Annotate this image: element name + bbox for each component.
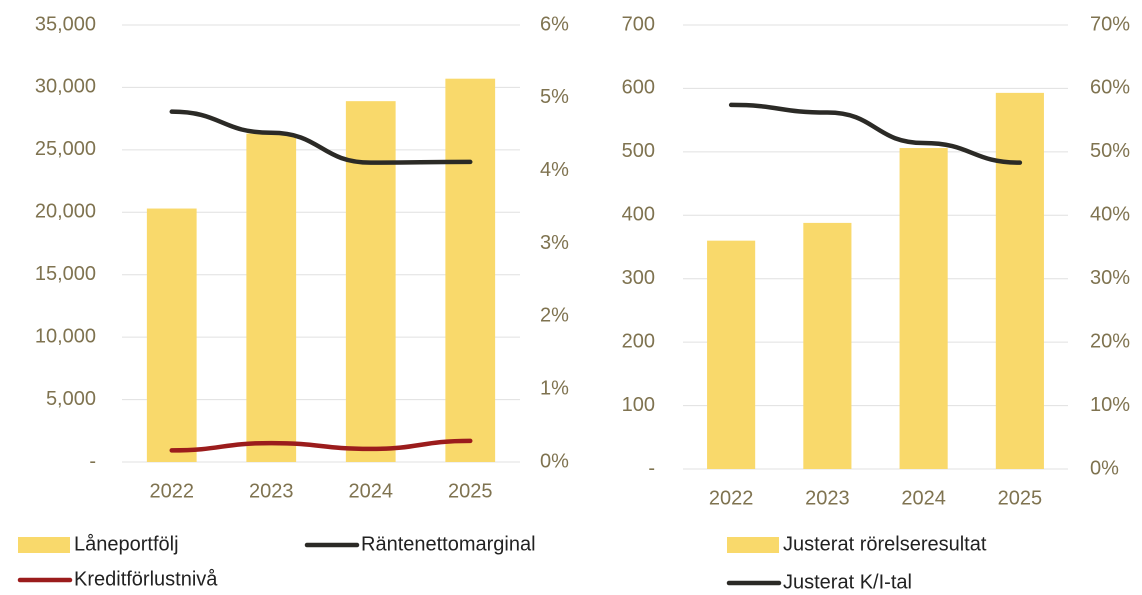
y-tick-label: 500 (622, 140, 655, 162)
y-tick-label: 35,000 (35, 13, 96, 35)
x-tick-label: 2024 (349, 480, 394, 502)
y2-tick-label: 50% (1090, 140, 1130, 162)
y-tick-label: - (648, 457, 655, 479)
y2-tick-label: 10% (1090, 394, 1130, 416)
y-tick-label: 15,000 (35, 263, 96, 285)
bar (345, 101, 396, 463)
legend-label: Kreditförlustnivå (74, 568, 218, 590)
bar (803, 222, 852, 469)
x-tick-label: 2022 (709, 487, 754, 509)
y-tick-label: 5,000 (46, 388, 96, 410)
x-tick-label: 2023 (805, 487, 850, 509)
y2-tick-label: 0% (540, 450, 569, 472)
y-tick-label: 400 (622, 204, 655, 226)
x-tick-label: 2025 (448, 480, 493, 502)
y2-tick-label: 4% (540, 159, 569, 181)
legend-label: Justerat rörelseresultat (783, 533, 987, 555)
y-tick-label: 30,000 (35, 76, 96, 98)
line (728, 102, 1023, 165)
y2-tick-label: 3% (540, 232, 569, 254)
bar (146, 208, 197, 462)
y-tick-label: 100 (622, 394, 655, 416)
y2-tick-label: 1% (540, 377, 569, 399)
y-tick-label: 25,000 (35, 138, 96, 160)
legend-swatch (18, 537, 70, 553)
y2-tick-label: 6% (540, 13, 569, 35)
y2-tick-label: 30% (1090, 267, 1130, 289)
bar (995, 92, 1044, 470)
legend-label: Låneportfölj (74, 533, 179, 555)
bar (707, 240, 756, 469)
y2-tick-label: 20% (1090, 330, 1130, 352)
y-tick-label: 700 (622, 13, 655, 35)
y-tick-label: 300 (622, 267, 655, 289)
y2-tick-label: 5% (540, 86, 569, 108)
x-tick-label: 2025 (998, 487, 1043, 509)
legend-label: Justerat K/I-tal (783, 571, 912, 593)
bar (246, 133, 297, 462)
legend-swatch (727, 537, 779, 553)
y-tick-label: 200 (622, 330, 655, 352)
line (169, 438, 473, 453)
y-tick-label: 20,000 (35, 201, 96, 223)
line (169, 109, 473, 165)
x-tick-label: 2022 (150, 480, 195, 502)
bar (445, 78, 496, 462)
bar (899, 148, 948, 469)
x-tick-label: 2024 (901, 487, 946, 509)
y2-tick-label: 60% (1090, 77, 1130, 99)
y-tick-label: - (89, 450, 96, 472)
y2-tick-label: 0% (1090, 457, 1119, 479)
x-tick-label: 2023 (249, 480, 294, 502)
y2-tick-label: 2% (540, 305, 569, 327)
y2-tick-label: 40% (1090, 204, 1130, 226)
y-tick-label: 10,000 (35, 325, 96, 347)
legend-label: Räntenettomarginal (361, 533, 536, 555)
y-tick-label: 600 (622, 77, 655, 99)
y2-tick-label: 70% (1090, 13, 1130, 35)
